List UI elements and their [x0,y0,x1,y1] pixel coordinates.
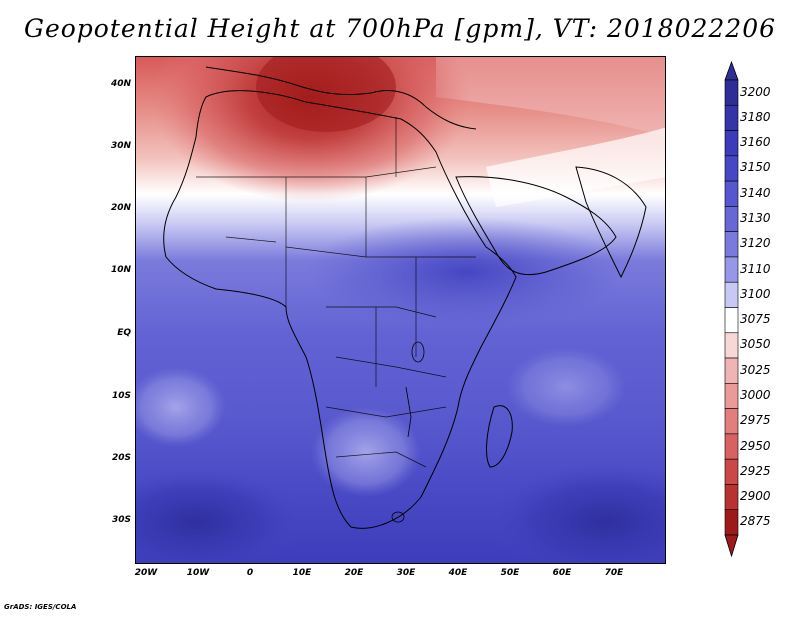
lat-label-40n: 40N [110,79,131,89]
color-bar-label: 3075 [740,312,771,327]
color-bar-label: 2950 [740,438,771,453]
color-bar-label: 3180 [740,109,771,124]
lat-label-20s: 20S [111,453,131,463]
color-bar-segment [724,408,739,435]
lon-label-50e: 50E [500,568,520,578]
color-bar-segment [724,433,739,460]
color-bar-bottom-arrow [724,534,739,558]
color-bar-segment [724,332,739,359]
color-bar-segment [724,155,739,182]
lon-label-40e: 40E [448,568,468,578]
lon-label-20w: 20W [134,568,158,578]
color-bar-label: 3100 [740,286,771,301]
color-bar-label: 2975 [740,413,771,428]
lat-label-30s: 30S [111,515,131,525]
color-bar-label: 3130 [740,211,771,226]
color-bar-label: 3050 [740,337,771,352]
lon-label-60e: 60E [552,568,572,578]
color-bar-segment [724,307,739,334]
color-bar-label: 3160 [740,135,771,150]
color-bar-label: 2900 [740,489,771,504]
color-bar-segment [724,180,739,207]
color-bar-segment [724,79,739,106]
map-title: Geopotential Height at 700hPa [gpm], VT:… [23,14,777,43]
lat-label-10n: 10N [110,265,131,275]
color-bar-segment [724,206,739,232]
color-bar-label: 3000 [740,387,771,402]
lat-label-eq: EQ [117,328,131,338]
color-bar-segment [724,484,739,511]
lon-label-20e: 20E [344,568,364,578]
color-bar-label: 2925 [740,463,771,478]
color-bar-label: 3200 [740,84,771,99]
coastlines [163,66,647,529]
country-borders [196,117,476,468]
color-bar-label: 3025 [740,362,771,377]
color-bar-label: 3150 [740,160,771,175]
color-bar-segment [724,256,739,283]
lat-label-10s: 10S [111,391,131,401]
lat-label-20n: 20N [110,203,131,213]
color-bar-segment [724,231,739,258]
color-bar-top-arrow [724,60,739,81]
color-bar [724,60,739,558]
color-bar-label: 3140 [740,185,771,200]
color-bar-segment [724,458,739,485]
color-bar-segment [724,357,739,384]
lon-label-30e: 30E [396,568,416,578]
lon-label-10w: 10W [186,568,210,578]
map-panel [135,56,666,564]
lon-label-70e: 70E [604,568,624,578]
color-bar-segment [724,104,739,131]
color-bar-label: 3120 [740,236,771,251]
credit-text: GrADS: IGES/COLA [4,603,77,611]
color-bar-segment [724,130,739,157]
lon-label-0: 0 [246,568,254,578]
color-bar-segment [724,383,739,409]
lon-label-10e: 10E [292,568,312,578]
lakes [391,341,425,523]
color-bar-label: 2875 [740,514,771,529]
height-field-map [136,57,665,563]
lat-label-30n: 30N [110,141,131,151]
color-bar-label: 3110 [740,261,771,276]
color-bar-segment [724,281,739,308]
color-bar-segment [724,509,739,536]
color-bar-legend [722,60,800,560]
